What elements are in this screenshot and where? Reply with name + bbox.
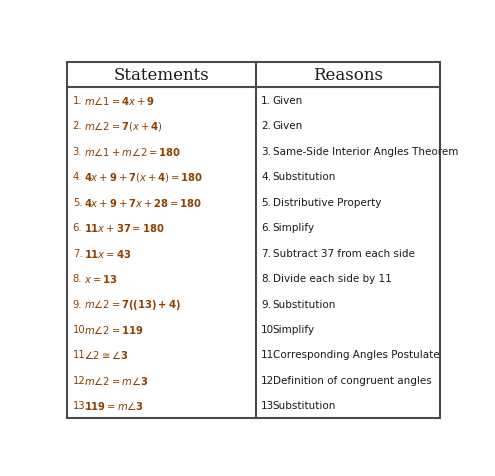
Text: 6.: 6. xyxy=(261,223,271,233)
Text: 12.: 12. xyxy=(261,375,278,385)
Text: Subtract 37 from each side: Subtract 37 from each side xyxy=(273,248,414,258)
Text: Divide each side by 11: Divide each side by 11 xyxy=(273,274,392,284)
Text: 8.: 8. xyxy=(73,274,82,284)
Text: Simplify: Simplify xyxy=(273,223,315,233)
Text: Distributive Property: Distributive Property xyxy=(273,197,381,207)
Text: 11.: 11. xyxy=(73,350,89,360)
Text: $m\angle2 = \mathbf{119}$: $m\angle2 = \mathbf{119}$ xyxy=(84,323,144,335)
Text: Corresponding Angles Postulate: Corresponding Angles Postulate xyxy=(273,350,439,360)
Text: 11.: 11. xyxy=(261,350,278,360)
Text: 10.: 10. xyxy=(261,324,278,334)
Text: 2.: 2. xyxy=(261,121,271,131)
Text: Definition of congruent angles: Definition of congruent angles xyxy=(273,375,431,385)
Text: 8.: 8. xyxy=(261,274,271,284)
Text: 10.: 10. xyxy=(73,324,89,334)
Text: Substitution: Substitution xyxy=(273,401,336,410)
Text: 9.: 9. xyxy=(73,299,82,309)
Text: 2.: 2. xyxy=(73,121,82,131)
Text: Substitution: Substitution xyxy=(273,299,336,309)
Text: 5.: 5. xyxy=(261,197,271,207)
Text: 4.: 4. xyxy=(73,172,82,182)
Text: Reasons: Reasons xyxy=(313,67,383,84)
Text: $\mathbf{4}x + \mathbf{9} + \mathbf{7}x + \mathbf{28} = \mathbf{180}$: $\mathbf{4}x + \mathbf{9} + \mathbf{7}x … xyxy=(84,196,202,208)
Text: Substitution: Substitution xyxy=(273,172,336,182)
Text: Given: Given xyxy=(273,96,303,106)
Text: $m\angle1 + m\angle2 = \mathbf{180}$: $m\angle1 + m\angle2 = \mathbf{180}$ xyxy=(84,145,181,158)
Text: 7.: 7. xyxy=(73,248,82,258)
Text: $m\angle2 = \mathbf{7((\mathbf{13}) + \mathbf{4})}$: $m\angle2 = \mathbf{7((\mathbf{13}) + \m… xyxy=(84,297,181,311)
Text: 9.: 9. xyxy=(261,299,271,309)
Text: 3.: 3. xyxy=(73,147,82,157)
Text: 13.: 13. xyxy=(73,401,89,410)
Text: 5.: 5. xyxy=(73,197,82,207)
Text: 12.: 12. xyxy=(73,375,89,385)
Text: $\angle2 \cong \angle\mathbf{3}$: $\angle2 \cong \angle\mathbf{3}$ xyxy=(84,349,129,361)
Text: Same-Side Interior Angles Theorem: Same-Side Interior Angles Theorem xyxy=(273,147,458,157)
Text: $m\angle2 = \mathbf{7}(x + \mathbf{4})$: $m\angle2 = \mathbf{7}(x + \mathbf{4})$ xyxy=(84,119,163,132)
Text: 4.: 4. xyxy=(261,172,271,182)
Text: $\mathbf{119} = m\angle\mathbf{3}$: $\mathbf{119} = m\angle\mathbf{3}$ xyxy=(84,399,145,412)
Text: $\mathbf{11}x = \mathbf{43}$: $\mathbf{11}x = \mathbf{43}$ xyxy=(84,247,132,259)
Text: Given: Given xyxy=(273,121,303,131)
Text: 3.: 3. xyxy=(261,147,271,157)
Text: 1.: 1. xyxy=(73,96,82,106)
Text: 7.: 7. xyxy=(261,248,271,258)
Text: $m\angle1 = \mathbf{4}x + \mathbf{9}$: $m\angle1 = \mathbf{4}x + \mathbf{9}$ xyxy=(84,95,155,107)
Text: Statements: Statements xyxy=(113,67,209,84)
Text: 13.: 13. xyxy=(261,401,278,410)
Text: 6.: 6. xyxy=(73,223,82,233)
Text: $x = \mathbf{13}$: $x = \mathbf{13}$ xyxy=(84,272,118,285)
Text: $\mathbf{11}x + \mathbf{37} = \mathbf{180}$: $\mathbf{11}x + \mathbf{37} = \mathbf{18… xyxy=(84,222,165,234)
Text: 1.: 1. xyxy=(261,96,271,106)
Text: Simplify: Simplify xyxy=(273,324,315,334)
Text: $\mathbf{4}x + \mathbf{9} + \mathbf{7}(x + \mathbf{4}) = \mathbf{180}$: $\mathbf{4}x + \mathbf{9} + \mathbf{7}(x… xyxy=(84,170,203,183)
Text: $m\angle2 = m\angle\mathbf{3}$: $m\angle2 = m\angle\mathbf{3}$ xyxy=(84,374,148,386)
